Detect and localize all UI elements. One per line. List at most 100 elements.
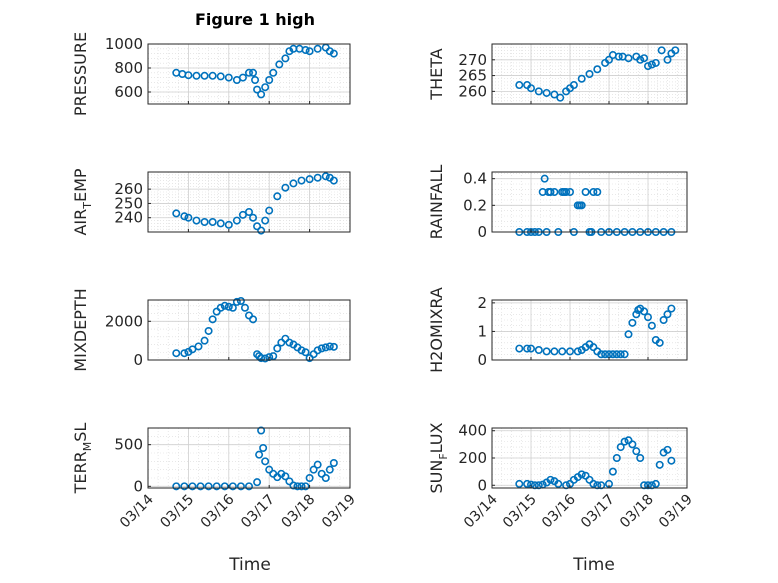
x-tick-label: 03/14 bbox=[461, 491, 501, 531]
data-point bbox=[257, 90, 266, 99]
data-point bbox=[204, 326, 213, 335]
data-point bbox=[220, 301, 229, 310]
data-point bbox=[632, 447, 641, 456]
data-point bbox=[236, 296, 245, 305]
data-point bbox=[261, 216, 270, 225]
axes-box bbox=[147, 43, 351, 105]
data-point bbox=[523, 479, 532, 488]
data-point bbox=[550, 188, 559, 197]
data-point bbox=[259, 443, 268, 452]
data-point bbox=[663, 55, 672, 64]
x-tick-label: 03/18 bbox=[279, 492, 319, 532]
y-tick-label: 0 bbox=[477, 223, 487, 241]
data-point bbox=[285, 477, 294, 486]
data-point bbox=[238, 210, 247, 219]
axes-box bbox=[147, 427, 351, 489]
data-point bbox=[194, 342, 203, 351]
y-tick-label: 240 bbox=[114, 209, 143, 227]
data-point bbox=[273, 192, 282, 201]
x-axis-label-right: Time bbox=[573, 555, 615, 575]
data-point bbox=[216, 303, 225, 312]
data-point bbox=[546, 188, 555, 197]
data-point bbox=[184, 213, 193, 222]
data-point bbox=[273, 344, 282, 353]
data-point bbox=[188, 482, 197, 491]
data-point bbox=[224, 73, 233, 82]
subplot-7: 0 500 03/14 03/15 03/16 03/17 03/18 03/19 TERRMS… bbox=[71, 423, 359, 532]
data-point bbox=[216, 219, 225, 228]
data-point bbox=[200, 218, 209, 227]
data-point bbox=[184, 71, 193, 80]
data-point bbox=[275, 60, 284, 69]
y-axis-label: MIXDEPTH bbox=[71, 288, 90, 371]
data-point bbox=[245, 482, 254, 491]
y-axis-label: TERRMSL bbox=[71, 423, 94, 495]
data-point bbox=[325, 465, 334, 474]
data-point bbox=[620, 437, 629, 446]
data-point bbox=[556, 93, 565, 102]
data-point bbox=[261, 83, 270, 92]
data-point bbox=[534, 87, 543, 96]
data-point bbox=[192, 71, 201, 80]
y-axis-label: SUNFLUX bbox=[427, 422, 450, 493]
data-point bbox=[540, 174, 549, 183]
data-point bbox=[655, 460, 664, 469]
data-point bbox=[172, 482, 181, 491]
data-point bbox=[663, 445, 672, 454]
data-point bbox=[321, 473, 330, 482]
subplot-5: 0 2000 MIXDEPTH bbox=[71, 288, 351, 372]
y-tick-label: 1000 bbox=[105, 35, 143, 53]
data-point bbox=[313, 173, 322, 182]
data-point bbox=[220, 482, 229, 491]
data-point bbox=[329, 342, 338, 351]
data-point bbox=[325, 342, 334, 351]
data-point bbox=[624, 330, 633, 339]
data-point bbox=[643, 62, 652, 71]
data-point bbox=[655, 338, 664, 347]
y-tick-label: 0 bbox=[133, 477, 143, 495]
data-point bbox=[614, 52, 623, 61]
data-point bbox=[581, 471, 590, 480]
data-point bbox=[616, 350, 625, 359]
data-point bbox=[667, 304, 676, 313]
data-point bbox=[593, 188, 602, 197]
data-point bbox=[585, 70, 594, 79]
data-point bbox=[550, 90, 559, 99]
y-tick-label: 500 bbox=[114, 436, 143, 454]
data-point bbox=[542, 347, 551, 356]
data-point bbox=[265, 465, 274, 474]
data-point bbox=[208, 218, 217, 227]
y-tick-label: 260 bbox=[114, 180, 143, 198]
data-point bbox=[265, 206, 274, 215]
data-point bbox=[667, 456, 676, 465]
axes-box bbox=[491, 43, 688, 105]
axes-box bbox=[491, 299, 688, 361]
data-point bbox=[329, 176, 338, 185]
x-axis-label-left: Time bbox=[229, 555, 271, 575]
data-point bbox=[301, 482, 310, 491]
data-point bbox=[526, 84, 535, 93]
data-point bbox=[297, 176, 306, 185]
subplot-6: 0 1 2 H2OMIXRA bbox=[427, 287, 688, 373]
subplot-4: 0 0.2 0.4 RAINFALL bbox=[427, 165, 688, 241]
data-point bbox=[305, 175, 314, 184]
data-point bbox=[212, 482, 221, 491]
data-point bbox=[647, 321, 656, 330]
data-point bbox=[515, 81, 524, 90]
data-point bbox=[249, 213, 258, 222]
y-tick-label: 260 bbox=[458, 82, 487, 100]
data-point bbox=[261, 354, 270, 363]
data-point bbox=[515, 479, 524, 488]
x-tick-label: 03/18 bbox=[617, 492, 657, 532]
data-point bbox=[305, 47, 314, 56]
x-tick-label: 03/16 bbox=[198, 491, 238, 531]
data-point bbox=[585, 475, 594, 484]
x-tick-label: 03/14 bbox=[117, 491, 157, 531]
data-point bbox=[180, 482, 189, 491]
data-point bbox=[317, 469, 326, 478]
axes-box bbox=[147, 299, 351, 361]
subplot-1: 600 800 1000 PRESSURE bbox=[71, 32, 351, 116]
data-point bbox=[593, 65, 602, 74]
data-point bbox=[589, 479, 598, 488]
